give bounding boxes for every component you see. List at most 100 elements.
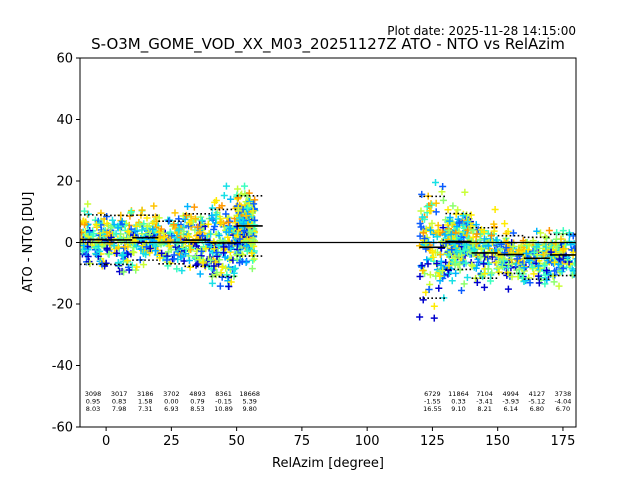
data-point — [535, 272, 543, 280]
data-point — [432, 199, 440, 207]
data-point — [464, 218, 472, 226]
bin-mean-label: -0.15 — [215, 398, 232, 406]
data-point — [171, 209, 179, 217]
data-point — [530, 248, 538, 256]
data-point — [80, 217, 88, 225]
data-point — [501, 220, 509, 228]
data-point — [217, 218, 225, 226]
data-point — [553, 229, 561, 237]
data-point — [215, 231, 223, 239]
data-point — [204, 220, 212, 228]
data-point — [208, 204, 216, 212]
data-point — [213, 269, 221, 277]
data-point — [422, 239, 430, 247]
data-point — [490, 220, 498, 228]
data-point — [481, 270, 489, 278]
data-point — [433, 260, 441, 268]
bin-std-label: 6.93 — [164, 405, 178, 413]
data-point — [509, 229, 517, 237]
data-point — [417, 207, 425, 215]
bin-count-label: 11864 — [448, 390, 469, 398]
data-point — [476, 235, 484, 243]
data-point — [437, 244, 445, 252]
data-point — [241, 182, 249, 190]
data-point — [541, 260, 549, 268]
data-point — [90, 230, 98, 238]
data-point — [142, 251, 150, 259]
data-point — [143, 222, 151, 230]
data-point — [502, 244, 510, 252]
x-tick-label: 125 — [420, 434, 445, 449]
data-point — [555, 282, 563, 290]
data-point — [175, 225, 183, 233]
data-point — [559, 245, 567, 253]
data-point — [469, 233, 477, 241]
data-point — [448, 230, 456, 238]
data-point — [445, 226, 453, 234]
data-point — [436, 272, 444, 280]
y-tick-label: 20 — [56, 175, 73, 190]
data-point — [120, 268, 128, 276]
data-point — [198, 247, 206, 255]
data-point — [504, 228, 512, 236]
data-point — [570, 268, 576, 276]
bin-mean-label: 0.83 — [112, 398, 126, 406]
bin-count-label: 3017 — [111, 390, 128, 398]
data-point — [442, 216, 450, 224]
data-point — [185, 218, 193, 226]
bin-mean-label: 5.39 — [242, 398, 256, 406]
bin-mean-label: -3.93 — [502, 398, 519, 406]
data-point — [234, 185, 242, 193]
y-tick-label: 0 — [65, 236, 73, 251]
data-point — [477, 245, 485, 253]
bin-std-label: 8.53 — [190, 405, 204, 413]
data-point — [487, 277, 495, 285]
bin-std-label: 7.98 — [112, 405, 126, 413]
x-tick-label: 100 — [355, 434, 380, 449]
data-point — [168, 232, 176, 240]
data-point — [416, 219, 424, 227]
data-point — [513, 255, 521, 263]
data-point — [181, 215, 189, 223]
data-point — [165, 242, 173, 250]
data-point — [444, 206, 452, 214]
data-point — [454, 215, 462, 223]
data-point — [423, 203, 431, 211]
data-point — [477, 253, 485, 261]
data-point — [461, 188, 469, 196]
bin-count-label: 6729 — [424, 390, 441, 398]
data-point — [554, 243, 562, 251]
data-point — [210, 226, 218, 234]
data-point — [250, 200, 258, 208]
data-point — [231, 264, 239, 272]
data-point — [104, 250, 112, 258]
data-point — [484, 242, 492, 250]
data-point — [106, 240, 114, 248]
bin-mean-label: 1.58 — [138, 398, 152, 406]
data-point — [138, 226, 146, 234]
data-point — [220, 249, 228, 257]
data-point — [224, 233, 232, 241]
chart-title: S-O3M_GOME_VOD_XX_M03_20251127Z ATO - NT… — [91, 35, 565, 54]
data-point — [436, 250, 444, 258]
data-point — [199, 232, 207, 240]
data-point — [85, 228, 93, 236]
data-point — [424, 260, 432, 268]
data-point — [173, 265, 181, 273]
bin-mean-label: -4.04 — [555, 398, 572, 406]
data-point — [456, 248, 464, 256]
data-point — [418, 190, 426, 198]
data-point — [226, 217, 234, 225]
data-point — [129, 244, 137, 252]
data-point — [480, 228, 488, 236]
data-point — [114, 224, 122, 232]
data-point — [149, 225, 157, 233]
data-point — [457, 251, 465, 259]
bin-mean-label: -3.41 — [476, 398, 493, 406]
bin-mean-label: 0.95 — [86, 398, 100, 406]
data-point — [250, 221, 258, 229]
data-point — [218, 263, 226, 271]
bin-std-label: 8.03 — [86, 405, 100, 413]
